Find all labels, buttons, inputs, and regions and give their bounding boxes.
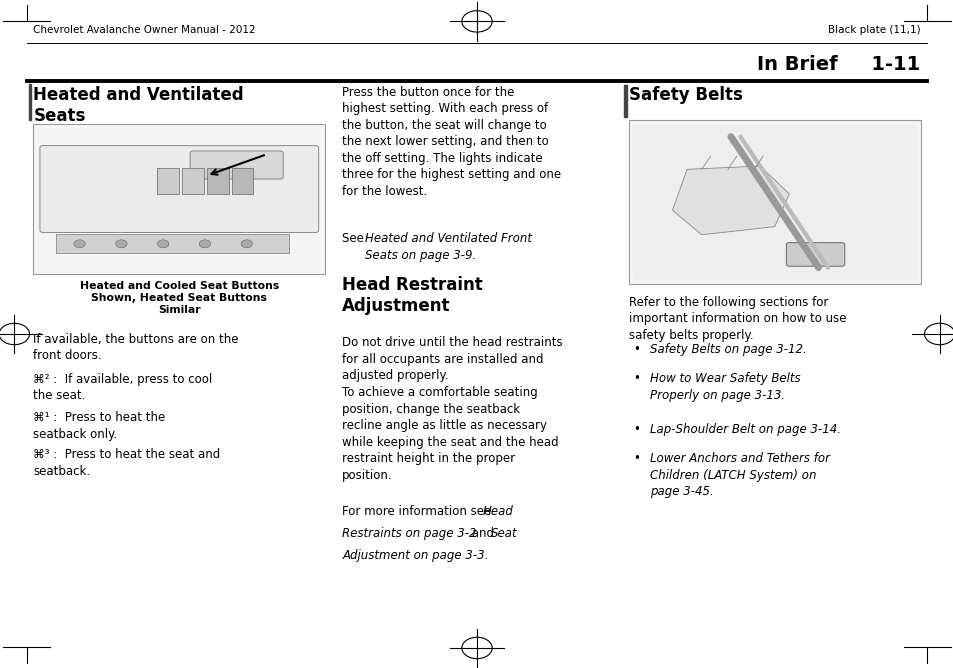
Text: Seat: Seat xyxy=(491,527,517,540)
Text: •: • xyxy=(633,423,639,436)
FancyBboxPatch shape xyxy=(785,242,843,267)
Circle shape xyxy=(157,240,169,248)
Bar xyxy=(56,234,288,253)
FancyBboxPatch shape xyxy=(190,151,283,179)
Text: Do not drive until the head restraints
for all occupants are installed and
adjus: Do not drive until the head restraints f… xyxy=(342,336,562,382)
Bar xyxy=(29,84,31,120)
Text: Safety Belts: Safety Belts xyxy=(628,86,741,104)
Text: Lap-Shoulder Belt on page 3-14.: Lap-Shoulder Belt on page 3-14. xyxy=(649,423,840,436)
Text: ⌘¹ :  Press to heat the
seatback only.: ⌘¹ : Press to heat the seatback only. xyxy=(33,411,166,441)
Text: ⌘³ :  Press to heat the seat and
seatback.: ⌘³ : Press to heat the seat and seatback… xyxy=(33,448,220,478)
Text: Heated and Cooled Seat Buttons
Shown, Heated Seat Buttons
Similar: Heated and Cooled Seat Buttons Shown, He… xyxy=(80,281,278,315)
Text: and: and xyxy=(468,527,497,540)
Text: How to Wear Safety Belts
Properly on page 3-13.: How to Wear Safety Belts Properly on pag… xyxy=(649,372,800,401)
Circle shape xyxy=(74,240,85,248)
Polygon shape xyxy=(672,166,788,235)
Text: Heated and Ventilated Front
Seats on page 3-9.: Heated and Ventilated Front Seats on pag… xyxy=(365,232,532,262)
Text: Lower Anchors and Tethers for
Children (LATCH System) on
page 3-45.: Lower Anchors and Tethers for Children (… xyxy=(649,452,829,498)
Bar xyxy=(207,168,229,194)
Text: Head: Head xyxy=(482,505,513,518)
Text: ⌘² :  If available, press to cool
the seat.: ⌘² : If available, press to cool the sea… xyxy=(33,373,213,402)
Circle shape xyxy=(241,240,253,248)
Bar xyxy=(157,168,179,194)
Circle shape xyxy=(115,240,127,248)
Text: Adjustment on page 3-3.: Adjustment on page 3-3. xyxy=(342,549,488,562)
Text: Black plate (11,1): Black plate (11,1) xyxy=(827,25,920,35)
Text: In Brief     1-11: In Brief 1-11 xyxy=(757,55,920,73)
Text: •: • xyxy=(633,343,639,355)
FancyBboxPatch shape xyxy=(40,146,318,232)
Text: See: See xyxy=(342,232,368,245)
Text: Heated and Ventilated
Seats: Heated and Ventilated Seats xyxy=(33,86,244,125)
Text: •: • xyxy=(633,372,639,385)
Text: For more information see: For more information see xyxy=(342,505,495,518)
Text: If available, the buttons are on the
front doors.: If available, the buttons are on the fro… xyxy=(33,333,238,362)
Bar xyxy=(623,85,626,117)
Bar xyxy=(232,168,253,194)
FancyBboxPatch shape xyxy=(632,124,916,280)
Text: Refer to the following sections for
important information on how to use
safety b: Refer to the following sections for impo… xyxy=(628,296,845,342)
Text: Safety Belts on page 3-12.: Safety Belts on page 3-12. xyxy=(649,343,805,355)
Text: Press the button once for the
highest setting. With each press of
the button, th: Press the button once for the highest se… xyxy=(342,86,561,198)
Text: Chevrolet Avalanche Owner Manual - 2012: Chevrolet Avalanche Owner Manual - 2012 xyxy=(33,25,255,35)
Circle shape xyxy=(199,240,211,248)
Bar xyxy=(33,124,325,274)
Text: To achieve a comfortable seating
position, change the seatback
recline angle as : To achieve a comfortable seating positio… xyxy=(342,386,558,482)
Text: •: • xyxy=(633,452,639,465)
Text: Head Restraint
Adjustment: Head Restraint Adjustment xyxy=(342,276,482,315)
Bar xyxy=(182,168,204,194)
Bar xyxy=(628,120,920,284)
Text: Restraints on page 3-2: Restraints on page 3-2 xyxy=(342,527,476,540)
